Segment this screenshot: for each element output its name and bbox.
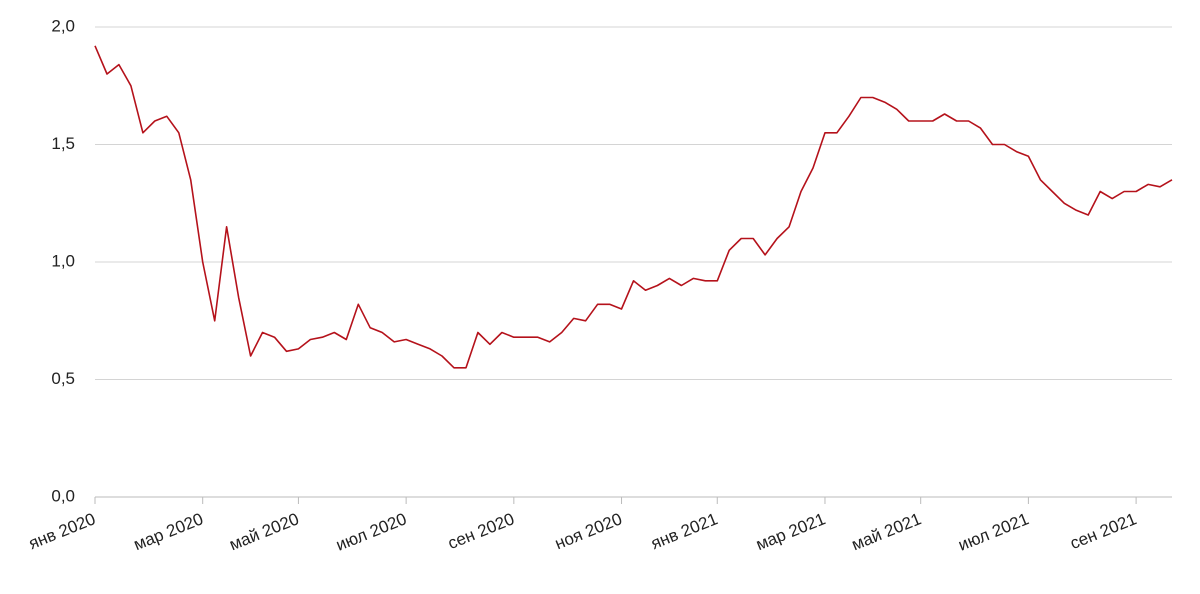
x-tick-label: мар 2020	[131, 509, 206, 554]
x-tick-label: июл 2020	[333, 509, 409, 554]
y-tick-label: 1,0	[51, 251, 75, 270]
x-tick-label: ноя 2020	[552, 509, 625, 553]
x-tick-label: янв 2020	[26, 509, 98, 553]
x-tick-label: янв 2021	[648, 509, 720, 553]
y-tick-label: 2,0	[51, 16, 75, 35]
y-tick-label: 0,0	[51, 486, 75, 505]
x-tick-label: июл 2021	[956, 509, 1032, 554]
x-tick-label: май 2021	[849, 509, 924, 554]
x-tick-label: сен 2020	[445, 509, 517, 553]
x-tick-label: сен 2021	[1067, 509, 1139, 553]
x-tick-label: мар 2021	[753, 509, 828, 554]
y-tick-label: 0,5	[51, 369, 75, 388]
x-tick-label: май 2020	[227, 509, 302, 554]
data-line	[94, 45, 1173, 369]
y-tick-label: 1,5	[51, 134, 75, 153]
